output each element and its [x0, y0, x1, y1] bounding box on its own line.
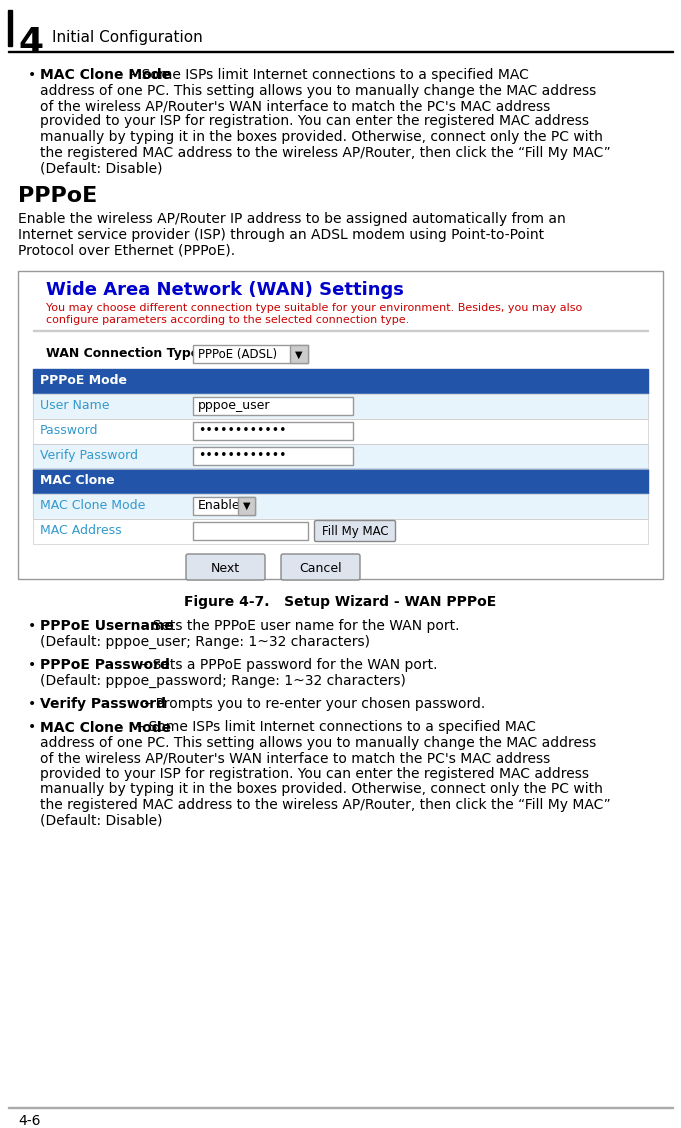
Text: •: • [28, 658, 36, 672]
Bar [33, 469, 648, 494]
Text: Enable: Enable [198, 499, 240, 512]
Bar [8, 51, 673, 52]
Text: of the wireless AP/Router's WAN interface to match the PC's MAC address: of the wireless AP/Router's WAN interfac… [40, 99, 550, 113]
Text: of the wireless AP/Router's WAN interface to match the PC's MAC address: of the wireless AP/Router's WAN interfac… [40, 751, 550, 766]
Text: Internet service provider (ISP) through an ADSL modem using Point-to-Point: Internet service provider (ISP) through … [18, 228, 544, 243]
FancyBboxPatch shape [186, 554, 265, 580]
Bar [8, 10, 12, 46]
Bar [193, 422, 353, 440]
Text: 4-6: 4-6 [18, 1114, 40, 1128]
Text: MAC Clone: MAC Clone [40, 474, 114, 487]
Text: PPPoE Password: PPPoE Password [40, 658, 170, 672]
Text: the registered MAC address to the wireless AP/Router, then click the “Fill My MA: the registered MAC address to the wirele… [40, 797, 611, 812]
Text: provided to your ISP for registration. You can enter the registered MAC address: provided to your ISP for registration. Y… [40, 115, 589, 129]
Bar [33, 519, 648, 544]
Bar [33, 418, 648, 444]
Bar [33, 519, 648, 544]
Bar [33, 494, 648, 519]
Text: – Some ISPs limit Internet connections to a specified MAC: – Some ISPs limit Internet connections t… [126, 68, 529, 82]
Text: configure parameters according to the selected connection type.: configure parameters according to the se… [46, 315, 409, 325]
Text: – Sets a PPPoE password for the WAN port.: – Sets a PPPoE password for the WAN port… [137, 658, 437, 672]
Bar [18, 271, 663, 579]
Text: (Default: pppoe_user; Range: 1~32 characters): (Default: pppoe_user; Range: 1~32 charac… [40, 634, 370, 649]
Text: ••••••••••••: •••••••••••• [198, 424, 287, 437]
Text: Verify Password: Verify Password [40, 449, 138, 462]
Text: MAC Clone Mode: MAC Clone Mode [40, 721, 171, 734]
Bar [33, 494, 648, 519]
Text: (Default: Disable): (Default: Disable) [40, 161, 163, 175]
Text: You may choose different connection type suitable for your environment. Besides,: You may choose different connection type… [46, 303, 582, 312]
Text: Wide Area Network (WAN) Settings: Wide Area Network (WAN) Settings [46, 281, 404, 299]
Text: – Some ISPs limit Internet connections to a specified MAC: – Some ISPs limit Internet connections t… [133, 721, 536, 734]
Text: (Default: Disable): (Default: Disable) [40, 813, 163, 828]
FancyBboxPatch shape [281, 554, 360, 580]
Bar [33, 418, 648, 444]
Text: 4: 4 [18, 26, 43, 60]
Text: Fill My MAC: Fill My MAC [321, 525, 388, 538]
Text: WAN Connection Type:: WAN Connection Type: [46, 347, 204, 360]
Text: – Prompts you to re-enter your chosen password.: – Prompts you to re-enter your chosen pa… [140, 697, 486, 711]
Text: manually by typing it in the boxes provided. Otherwise, connect only the PC with: manually by typing it in the boxes provi… [40, 130, 603, 144]
Text: Initial Configuration: Initial Configuration [52, 30, 203, 45]
Text: •: • [28, 619, 36, 633]
Text: provided to your ISP for registration. You can enter the registered MAC address: provided to your ISP for registration. Y… [40, 767, 589, 781]
Bar [193, 447, 353, 465]
Text: •: • [28, 721, 36, 734]
Text: •: • [28, 68, 36, 82]
Text: ▼: ▼ [243, 501, 251, 511]
Text: MAC Clone Mode: MAC Clone Mode [40, 68, 171, 82]
Text: User Name: User Name [40, 399, 110, 412]
FancyBboxPatch shape [315, 520, 396, 541]
Bar [193, 345, 308, 363]
Bar [193, 397, 353, 415]
Text: Next: Next [211, 562, 240, 574]
Bar [33, 394, 648, 418]
Text: address of one PC. This setting allows you to manually change the MAC address: address of one PC. This setting allows y… [40, 735, 597, 750]
Bar [193, 522, 308, 540]
Text: PPPoE Mode: PPPoE Mode [40, 374, 127, 387]
Bar [290, 345, 308, 363]
Bar [33, 369, 648, 394]
Text: (Default: pppoe_password; Range: 1~32 characters): (Default: pppoe_password; Range: 1~32 ch… [40, 673, 406, 688]
Text: Figure 4-7.   Setup Wizard - WAN PPPoE: Figure 4-7. Setup Wizard - WAN PPPoE [185, 594, 496, 609]
Text: Enable the wireless AP/Router IP address to be assigned automatically from an: Enable the wireless AP/Router IP address… [18, 212, 566, 227]
Text: PPPoE: PPPoE [18, 186, 97, 206]
Text: PPPoE Username: PPPoE Username [40, 619, 174, 633]
Bar [238, 497, 255, 515]
Text: pppoe_user: pppoe_user [198, 399, 270, 412]
Text: address of one PC. This setting allows you to manually change the MAC address: address of one PC. This setting allows y… [40, 83, 597, 97]
Text: MAC Clone Mode: MAC Clone Mode [40, 499, 145, 512]
Text: Password: Password [40, 424, 99, 437]
Text: the registered MAC address to the wireless AP/Router, then click the “Fill My MA: the registered MAC address to the wirele… [40, 146, 611, 159]
Text: Verify Password: Verify Password [40, 697, 166, 711]
Text: ••••••••••••: •••••••••••• [198, 449, 287, 462]
Text: PPPoE (ADSL): PPPoE (ADSL) [198, 349, 277, 361]
Bar [33, 394, 648, 418]
Text: Cancel: Cancel [299, 562, 342, 574]
Bar [33, 444, 648, 469]
Bar [33, 444, 648, 469]
Text: ▼: ▼ [296, 350, 303, 360]
Text: Protocol over Ethernet (PPPoE).: Protocol over Ethernet (PPPoE). [18, 244, 235, 257]
Text: – Sets the PPPoE user name for the WAN port.: – Sets the PPPoE user name for the WAN p… [137, 619, 460, 633]
Text: manually by typing it in the boxes provided. Otherwise, connect only the PC with: manually by typing it in the boxes provi… [40, 783, 603, 796]
Bar [193, 497, 255, 515]
Text: •: • [28, 697, 36, 711]
Text: MAC Address: MAC Address [40, 525, 122, 537]
